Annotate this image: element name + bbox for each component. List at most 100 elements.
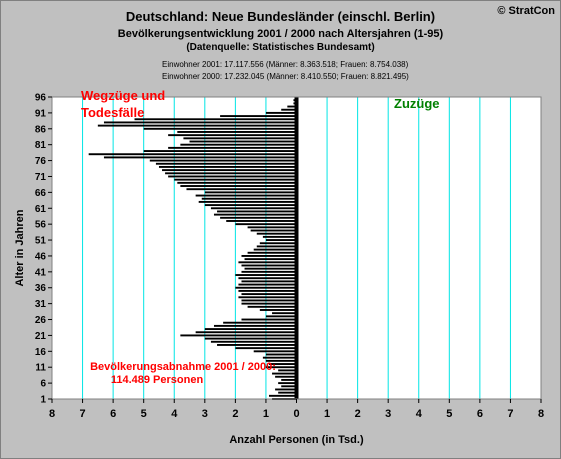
y-tick-label: 16 <box>35 347 47 358</box>
bar <box>244 267 297 270</box>
bar <box>238 277 297 280</box>
bar <box>268 363 297 365</box>
y-axis-label: Alter in Jahren <box>14 209 26 286</box>
bar <box>158 165 297 168</box>
bar <box>275 388 297 391</box>
bar <box>103 156 297 159</box>
y-tick-label: 66 <box>35 188 47 199</box>
bar <box>97 124 297 127</box>
y-tick-label: 26 <box>35 315 47 326</box>
bar <box>155 162 297 165</box>
bar <box>220 216 297 219</box>
bar <box>186 188 297 191</box>
bar <box>253 248 297 251</box>
x-tick-label: 3 <box>385 408 391 420</box>
bar <box>281 378 297 381</box>
bar <box>177 131 297 133</box>
bar <box>143 150 297 152</box>
chart-title: Deutschland: Neue Bundesländer (einschl.… <box>125 9 436 24</box>
bar <box>168 146 297 149</box>
y-tick-label: 71 <box>35 172 47 183</box>
bar <box>217 210 297 213</box>
bar <box>235 286 297 289</box>
bar <box>262 356 297 359</box>
bar <box>272 312 297 315</box>
population-2000: Einwohner 2000: 17.232.045 (Männer: 8.41… <box>162 72 409 81</box>
bar <box>213 213 297 216</box>
x-tick-label: 8 <box>49 408 55 420</box>
x-tick-label: 7 <box>80 408 86 420</box>
bar <box>235 347 297 350</box>
bar <box>180 185 297 187</box>
bar <box>244 258 297 261</box>
bar <box>262 235 297 238</box>
y-tick-label: 86 <box>35 124 47 135</box>
bar <box>278 391 297 394</box>
bar <box>278 382 297 385</box>
bar <box>259 309 297 311</box>
bar <box>265 359 297 362</box>
copyright: © StratCon <box>497 5 555 17</box>
bar <box>168 134 297 137</box>
y-tick-label: 81 <box>35 140 47 151</box>
bar <box>210 207 297 210</box>
bar <box>281 108 297 111</box>
y-tick-label: 91 <box>35 108 47 119</box>
x-tick-label: 5 <box>446 408 452 420</box>
bar <box>162 169 297 172</box>
bar <box>174 178 297 181</box>
bar <box>201 197 297 200</box>
bar <box>265 111 297 114</box>
bar <box>143 127 297 130</box>
bar <box>149 159 297 162</box>
y-tick-label: 46 <box>35 251 47 262</box>
bar <box>177 181 297 184</box>
x-tick-label: 4 <box>171 408 178 420</box>
bar <box>278 369 297 372</box>
bar <box>103 121 297 124</box>
bar <box>241 299 297 302</box>
bar <box>247 226 297 229</box>
bar <box>238 283 297 286</box>
bar <box>213 324 297 327</box>
x-tick-label: 1 <box>263 408 269 420</box>
bar <box>241 280 297 283</box>
bar <box>256 232 297 235</box>
bar <box>265 353 297 356</box>
y-tick-label: 21 <box>35 331 47 342</box>
bar <box>238 261 297 264</box>
y-tick-label: 41 <box>35 267 47 278</box>
y-tick-label: 36 <box>35 283 47 294</box>
decline-summary-label: Bevölkerungsabnahme 2001 / 2000: <box>90 361 276 373</box>
y-tick-label: 1 <box>40 395 46 406</box>
bar <box>223 321 297 324</box>
bar <box>168 175 297 178</box>
population-2001: Einwohner 2001: 17.117.556 (Männer: 8.36… <box>162 60 409 69</box>
bar <box>250 229 297 232</box>
bar <box>235 274 297 276</box>
inflow-label: Zuzüge <box>394 96 440 111</box>
x-tick-label: 3 <box>202 408 208 420</box>
x-tick-label: 6 <box>477 408 483 420</box>
bar <box>265 315 297 318</box>
bar <box>183 137 297 140</box>
bar <box>235 223 297 226</box>
x-tick-label: 4 <box>416 408 423 420</box>
x-tick-label: 7 <box>507 408 513 420</box>
bar <box>256 245 297 248</box>
bar <box>198 200 297 203</box>
y-tick-label: 76 <box>35 156 47 167</box>
data-source: (Datenquelle: Statistisches Bundesamt) <box>186 42 375 53</box>
bar <box>204 337 297 340</box>
bar <box>272 372 297 375</box>
bar <box>180 334 297 337</box>
bar <box>275 375 297 378</box>
x-tick-label: 5 <box>141 408 147 420</box>
bar <box>241 254 297 257</box>
chart-subtitle: Bevölkerungsentwicklung 2001 / 2000 nach… <box>117 28 444 40</box>
bar <box>241 264 297 267</box>
x-tick-label: 8 <box>538 408 544 420</box>
x-tick-label: 1 <box>324 408 330 420</box>
y-tick-label: 6 <box>40 379 46 390</box>
